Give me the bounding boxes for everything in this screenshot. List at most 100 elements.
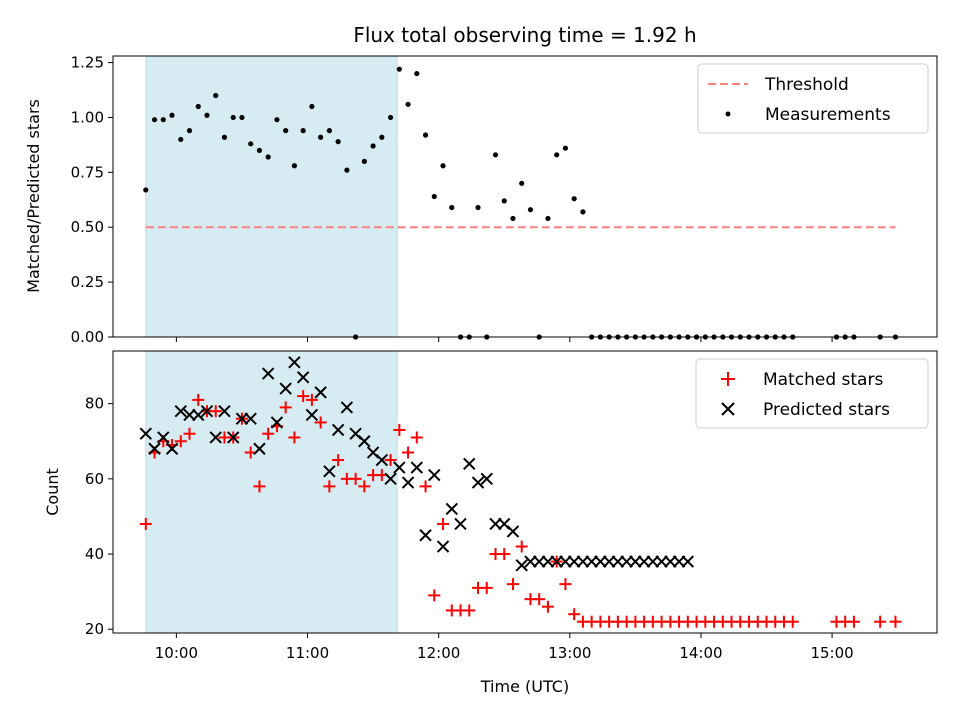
bottom-y-tick-label: 40 <box>85 545 104 563</box>
predicted-star-point <box>227 431 240 444</box>
predicted-star-point <box>401 476 415 489</box>
predicted-star-point <box>463 457 476 471</box>
measurement-point <box>414 70 420 77</box>
matched-star-point <box>288 431 301 444</box>
measurement-point <box>335 139 341 145</box>
measurement-point <box>221 134 228 140</box>
matched-star-point <box>393 423 406 436</box>
measurement-point <box>387 114 394 121</box>
predicted-star-point <box>331 423 345 437</box>
measurement-point <box>370 143 376 149</box>
matched-star-point <box>874 615 887 628</box>
top-y-axis-label: Matched/Predicted stars <box>24 99 43 293</box>
measurement-point <box>440 163 446 169</box>
legend-measurements-swatch <box>725 111 731 117</box>
matched-star-point <box>139 517 152 530</box>
measurement-point <box>405 101 411 107</box>
measurement-point <box>475 204 481 211</box>
bottom-x-tick-label: 11:00 <box>286 644 329 662</box>
predicted-star-point <box>261 367 275 380</box>
matched-star-point <box>515 540 528 553</box>
matched-star-point <box>209 405 222 418</box>
predicted-star-point <box>410 461 424 474</box>
matched-star-point <box>410 431 423 444</box>
bottom-y-tick-label: 80 <box>85 395 104 413</box>
top-legend: Threshold Measurements <box>697 63 929 134</box>
legend-threshold-label: Threshold <box>764 75 849 95</box>
predicted-star-point <box>445 502 458 516</box>
bottom-y-axis-label: Count <box>43 468 62 516</box>
measurement-point <box>283 128 289 134</box>
measurement-point <box>186 128 193 134</box>
predicted-star-point <box>270 416 284 429</box>
measurement-point <box>361 158 367 164</box>
predicted-star-point <box>515 559 528 572</box>
matched-star-point <box>402 446 415 459</box>
measurement-point <box>309 103 315 110</box>
matched-star-point <box>174 435 187 448</box>
matched-star-point <box>332 454 345 467</box>
top-y-tick-label: 0.25 <box>71 273 104 291</box>
matched-star-point <box>559 578 572 591</box>
predicted-star-point <box>192 408 205 422</box>
matched-star-point <box>419 480 432 493</box>
top-y-tick-label: 0.75 <box>71 163 104 181</box>
matched-star-point <box>192 393 205 406</box>
predicted-star-point <box>314 386 327 399</box>
matched-star-points <box>139 390 902 628</box>
predicted-star-point <box>200 404 214 418</box>
measurement-point <box>143 187 149 193</box>
matched-star-point <box>279 401 292 414</box>
matched-star-point <box>847 615 860 628</box>
matched-star-point <box>297 390 310 403</box>
bottom-x-tick-label: 14:00 <box>679 644 722 662</box>
predicted-star-point <box>305 408 319 422</box>
predicted-star-point <box>288 356 301 369</box>
matched-star-point <box>384 454 397 467</box>
predicted-star-point <box>375 453 389 467</box>
bottom-plot-frame <box>112 350 938 634</box>
matched-star-point <box>349 472 362 485</box>
bottom-legend-box <box>695 358 929 429</box>
matched-star-point <box>428 589 441 602</box>
measurement-point <box>291 163 298 169</box>
predicted-star-point <box>358 435 371 448</box>
measurement-point <box>169 112 175 118</box>
matched-star-point <box>314 416 327 429</box>
predicted-star-point <box>279 382 292 395</box>
legend-measurements-label: Measurements <box>765 105 891 125</box>
measurement-point <box>195 103 201 110</box>
chart-title: Flux total observing time = 1.92 h <box>353 23 696 47</box>
measurement-point <box>492 152 499 158</box>
legend-matched-swatch <box>721 372 735 386</box>
predicted-star-point <box>393 461 406 474</box>
top-shaded-region <box>145 55 398 338</box>
top-y-tick-label: 1.25 <box>71 54 104 72</box>
measurement-point <box>274 117 280 123</box>
legend-matched-label: Matched stars <box>763 370 883 390</box>
matched-star-point <box>253 480 266 493</box>
measurement-point <box>213 92 219 99</box>
top-y-ticks: 0.00 0.25 0.50 0.75 1.00 1.25 <box>71 54 113 346</box>
top-panel: 0.00 0.25 0.50 0.75 1.00 1.25 Flux total obse… <box>24 23 938 346</box>
measurement-point <box>151 117 158 123</box>
measurement-point <box>379 134 385 140</box>
measurement-point <box>527 207 534 213</box>
bottom-x-ticks: 10:00 11:00 12:00 13:00 14:00 15:00 <box>155 633 854 662</box>
predicted-star-point <box>323 465 336 478</box>
predicted-star-point <box>218 404 231 418</box>
predicted-star-point <box>506 525 520 538</box>
bottom-x-tick-label: 10:00 <box>155 644 198 662</box>
measurement-point <box>318 134 324 140</box>
predicted-star-point <box>681 555 695 568</box>
predicted-star-point <box>174 404 187 418</box>
matched-star-point <box>480 581 493 594</box>
measurement-point <box>519 180 525 186</box>
top-y-tick-label: 0.00 <box>71 328 104 346</box>
bottom-y-tick-label: 20 <box>85 620 104 638</box>
matched-star-point <box>533 593 546 606</box>
matched-star-point <box>437 517 450 530</box>
bottom-y-tick-label: 60 <box>85 470 104 488</box>
